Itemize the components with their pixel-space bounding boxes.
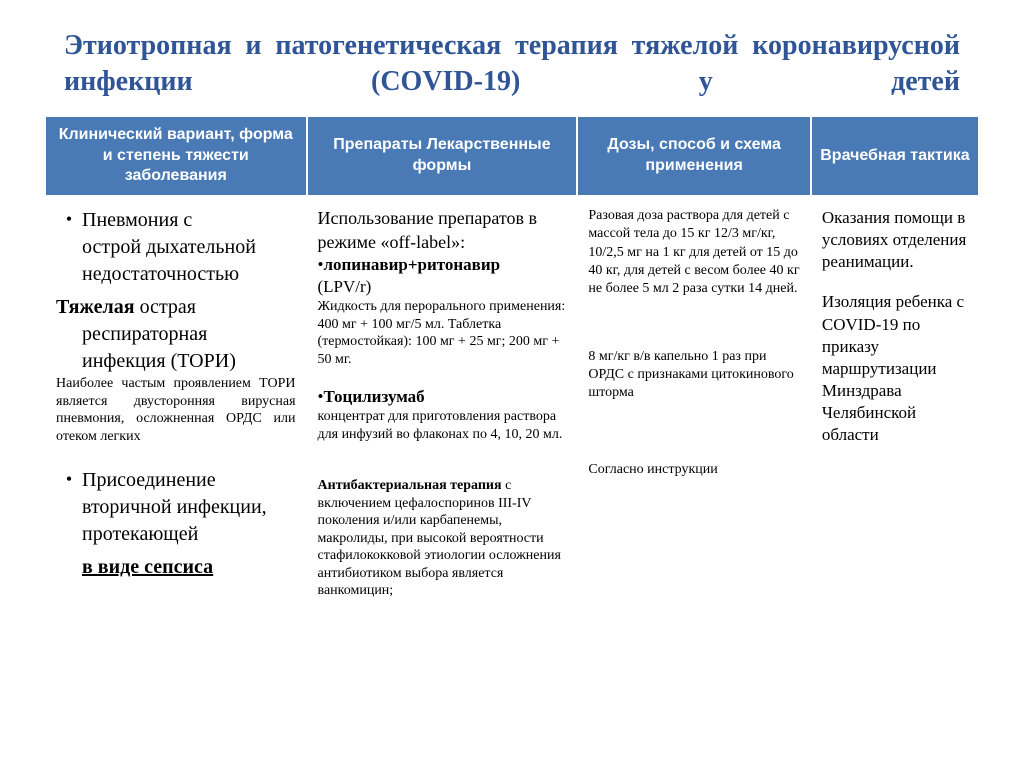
clin-line: Присоединение: [82, 467, 267, 494]
clin-line: инфекция (ТОРИ): [82, 348, 296, 375]
cell-tactic: Оказания помощи в условиях отделения реа…: [811, 196, 979, 611]
clin-line: острой дыхательной: [82, 234, 256, 261]
therapy-table: Клинический вариант, форма и степень тяж…: [44, 115, 980, 612]
cell-doses: Разовая доза раствора для детей с массой…: [577, 196, 811, 611]
drug-form: концентрат для приготовления раствора дл…: [318, 408, 567, 443]
clin-line: вторичной инфекции,: [82, 494, 267, 521]
cell-clinical: • Пневмония с острой дыхательной недоста…: [45, 196, 307, 611]
clin-bold: Тяжелая: [56, 296, 135, 318]
drug-name: Тоцилизумаб: [323, 387, 424, 406]
drugs-intro: Использование препаратов в режиме «off-l…: [318, 207, 567, 254]
body-row: • Пневмония с острой дыхательной недоста…: [45, 196, 979, 611]
clin-line: респираторная: [82, 321, 296, 348]
bullet-icon: •: [56, 207, 82, 288]
dose-block: Разовая доза раствора для детей с массой…: [588, 207, 800, 298]
drug-form: Жидкость для перорального применения: 40…: [318, 298, 567, 368]
clin-line: недостаточностью: [82, 261, 256, 288]
drug-abbr: (LPV/r): [318, 276, 567, 298]
clin-line: протекающей: [82, 521, 267, 548]
clin-line: Пневмония с: [82, 207, 256, 234]
ab-therapy-text: с включением цефалоспоринов III-IV покол…: [318, 478, 561, 598]
tactic-p2: Изоляция ребенка с COVID-19 по приказу м…: [822, 291, 968, 446]
header-clinical: Клинический вариант, форма и степень тяж…: [45, 116, 307, 196]
bullet-icon: •: [56, 467, 82, 548]
cell-drugs: Использование препаратов в режиме «off-l…: [307, 196, 578, 611]
slide-title: Этиотропная и патогенетическая терапия т…: [44, 28, 980, 101]
clin-note: Наиболее частым проявлением ТОРИ являетс…: [56, 375, 296, 445]
clin-sepsis: в виде сепсиса: [82, 556, 213, 578]
header-tactic: Врачебная тактика: [811, 116, 979, 196]
header-row: Клинический вариант, форма и степень тяж…: [45, 116, 979, 196]
dose-block: 8 мг/кг в/в капельно 1 раз при ОРДС с пр…: [588, 348, 800, 403]
header-doses: Дозы, способ и схема применения: [577, 116, 811, 196]
dose-block: Согласно инструкции: [588, 461, 800, 479]
ab-therapy-bold: Антибактериальная терапия: [318, 478, 502, 493]
drug-name: лопинавир+ритонавир: [323, 255, 500, 274]
header-drugs: Препараты Лекарственные формы: [307, 116, 578, 196]
slide: Этиотропная и патогенетическая терапия т…: [0, 0, 1024, 767]
tactic-p1: Оказания помощи в условиях отделения реа…: [822, 207, 968, 273]
clin-text: острая: [135, 296, 196, 318]
